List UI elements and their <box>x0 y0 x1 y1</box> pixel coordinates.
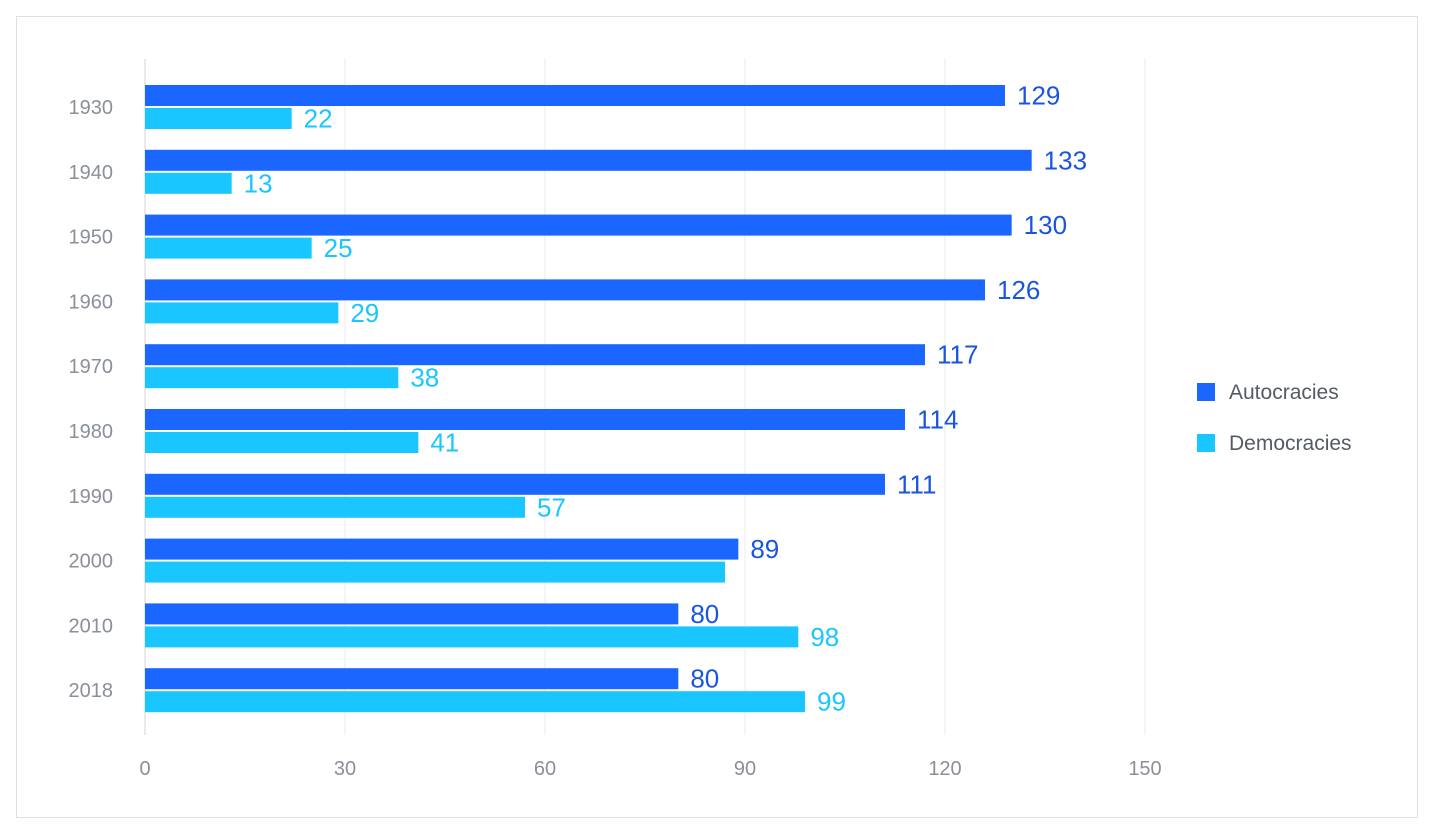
bar-democracies-2000 <box>145 561 725 583</box>
bar-democracies-2018 <box>145 691 805 713</box>
y-tick-label: 1940 <box>69 162 114 184</box>
bar-autocracies-1950 <box>145 214 1012 236</box>
legend-label-autocracies: Autocracies <box>1229 381 1339 404</box>
data-label: 111 <box>897 469 937 499</box>
data-label: 38 <box>410 363 439 393</box>
data-label: 22 <box>304 104 333 134</box>
bar-autocracies-2018 <box>145 668 679 690</box>
bar-layer <box>145 85 1032 713</box>
data-label: 117 <box>937 340 978 370</box>
data-label: 25 <box>324 233 353 263</box>
bar-autocracies-1990 <box>145 473 885 495</box>
bar-democracies-1980 <box>145 432 419 453</box>
legend-label-democracies: Democracies <box>1229 432 1352 455</box>
data-label: 41 <box>430 428 459 458</box>
bar-democracies-1960 <box>145 302 339 324</box>
bar-autocracies-1930 <box>145 85 1005 106</box>
y-tick-label: 1950 <box>69 227 114 249</box>
y-tick-label: 2000 <box>69 551 114 573</box>
y-tick-label: 2010 <box>69 615 114 637</box>
bar-democracies-1970 <box>145 367 399 389</box>
y-tick-label: 1930 <box>69 97 114 119</box>
axis-layer: 0 30 60 90 120 150 1930 1940 1950 1960 1970 1980 199… <box>69 97 1162 780</box>
bar-autocracies-1960 <box>145 279 985 301</box>
bar-autocracies-1970 <box>145 344 925 366</box>
data-label: 80 <box>690 664 719 694</box>
data-label: 133 <box>1044 145 1087 175</box>
y-tick-label: 1960 <box>69 291 114 313</box>
data-label: 80 <box>690 599 719 629</box>
data-label: 114 <box>917 405 958 435</box>
legend-swatch-democracies <box>1197 434 1215 452</box>
y-tick-label: 1970 <box>69 356 114 378</box>
data-label: 89 <box>750 534 779 564</box>
data-label: 29 <box>350 298 379 328</box>
bar-democracies-1930 <box>145 108 292 129</box>
x-tick-label: 60 <box>534 758 556 780</box>
data-label: 126 <box>997 275 1040 305</box>
bar-chart: 129 22 133 13 130 25 126 29 117 38 114 41 111 57 89 80 9… <box>69 59 1352 780</box>
legend-swatch-autocracies <box>1197 383 1215 401</box>
x-tick-label: 90 <box>734 758 756 780</box>
data-label: 98 <box>810 622 839 652</box>
y-tick-label: 2018 <box>69 680 114 702</box>
bar-autocracies-1940 <box>145 149 1032 171</box>
bar-democracies-2010 <box>145 626 799 648</box>
x-tick-label: 0 <box>139 758 150 780</box>
data-label: 13 <box>244 168 273 198</box>
bar-autocracies-2000 <box>145 538 739 560</box>
data-label: 129 <box>1017 81 1060 111</box>
legend: Autocracies Democracies <box>1197 381 1352 455</box>
bar-democracies-1950 <box>145 237 312 259</box>
data-label: 130 <box>1024 210 1067 240</box>
bar-autocracies-1980 <box>145 409 905 430</box>
label-layer: 129 22 133 13 130 25 126 29 117 38 114 41 111 57 89 80 9… <box>244 81 1087 717</box>
chart-frame: 129 22 133 13 130 25 126 29 117 38 114 41 111 57 89 80 9… <box>16 16 1418 818</box>
bar-autocracies-2010 <box>145 603 679 625</box>
data-label: 57 <box>537 492 566 522</box>
bar-democracies-1940 <box>145 172 232 194</box>
x-tick-label: 30 <box>334 758 356 780</box>
bar-democracies-1990 <box>145 496 525 518</box>
x-tick-label: 150 <box>1128 758 1161 780</box>
y-tick-label: 1980 <box>69 421 114 443</box>
y-tick-label: 1990 <box>69 486 114 508</box>
x-tick-label: 120 <box>928 758 961 780</box>
data-label: 99 <box>817 687 846 717</box>
